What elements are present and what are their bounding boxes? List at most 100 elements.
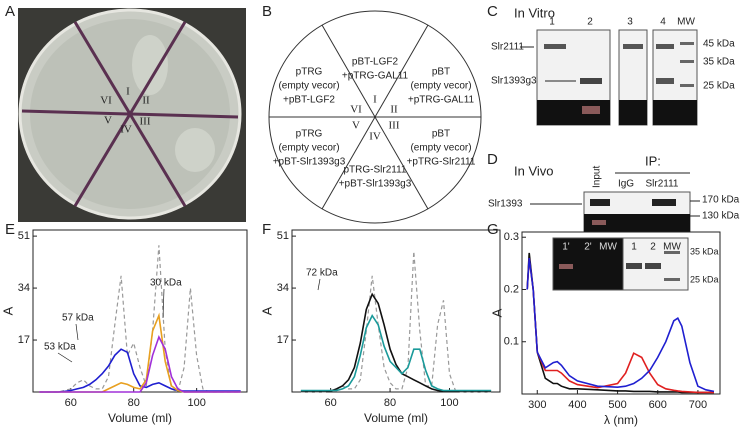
protein-label: Slr1393 [488, 199, 523, 210]
sector-label: +pBT-LGF2 [283, 95, 335, 106]
sector-label: +pTRG-GAL11 [342, 71, 409, 82]
y-tick-label: 51 [18, 230, 30, 242]
x-tick-label: 600 [649, 399, 667, 411]
series-line [526, 252, 714, 394]
sector-numeral: V [104, 115, 112, 127]
x-tick-label: 100 [187, 397, 205, 409]
sector-label: +pBT-Slr1393g3 [339, 179, 412, 190]
sector-numeral: III [140, 116, 151, 128]
y-tick-label: 34 [18, 282, 30, 294]
ip-label: IP: [645, 153, 661, 168]
sector-label: pTRG-Slr2111 [344, 165, 407, 176]
series-line [300, 313, 492, 392]
lane-label: MW [677, 17, 695, 28]
panel-label: F [262, 221, 271, 238]
y-tick-label: 17 [18, 334, 30, 346]
lane-label: 4 [660, 17, 666, 28]
panel-title: In Vivo [514, 163, 554, 178]
gel [583, 191, 691, 233]
lane-label: 2' [584, 242, 592, 253]
series-line [526, 257, 714, 394]
y-tick-label: 51 [277, 230, 289, 242]
x-tick-label: 60 [325, 397, 337, 409]
y-tick-label: 0.1 [504, 336, 519, 348]
marker-label: 35 kDa [703, 57, 735, 68]
y-tick-label: 17 [277, 334, 289, 346]
sector-label: pTRG [296, 129, 323, 140]
sector-label: +pTRG-GAL11 [408, 95, 475, 106]
sector-numeral: II [390, 104, 398, 116]
series-line [526, 257, 715, 393]
marker-label: 25 kDa [690, 274, 719, 284]
x-tick-label: 300 [528, 399, 546, 411]
annotation: 57 kDa [62, 313, 94, 324]
gel [536, 29, 698, 126]
plot-frame [521, 231, 721, 395]
x-axis-label: Volume (ml) [108, 411, 172, 425]
colony-streak [175, 128, 215, 172]
sector-numeral: VI [350, 104, 362, 116]
sector-label: +pBT-Slr1393g3 [273, 157, 346, 168]
colony-streak [132, 35, 168, 95]
sector-label: pBT-LGF2 [352, 57, 399, 68]
sector-label: (empty vecor) [410, 143, 471, 154]
lane-label: 1' [562, 242, 570, 253]
sector-label: +pTRG-Slr2111 [407, 157, 476, 168]
inset-gel [552, 237, 689, 291]
sector-label: (empty vecor) [278, 143, 339, 154]
y-axis-label: A [0, 306, 15, 315]
panel-label: C [487, 3, 498, 20]
panel-label: D [487, 151, 498, 168]
annotation: 30 kDa [150, 278, 182, 289]
y-tick-label: 34 [277, 282, 289, 294]
sector-numeral: IV [369, 131, 381, 143]
annotation-leader [57, 352, 73, 363]
x-tick-label: 100 [440, 397, 458, 409]
lane-label: Slr2111 [646, 179, 679, 190]
lane-label: 2 [650, 242, 656, 253]
lane-label: 1 [631, 242, 637, 253]
annotation-leader [75, 323, 79, 341]
marker-label: 170 kDa [702, 195, 740, 206]
sector-numeral: III [389, 120, 400, 132]
sector-numeral: IV [120, 124, 132, 136]
divider [21, 109, 239, 119]
x-tick-label: 700 [689, 399, 707, 411]
series-line [39, 334, 241, 393]
panel-label: G [487, 221, 499, 238]
x-tick-label: 80 [384, 397, 396, 409]
protein-label: Slr2111 [491, 42, 524, 53]
sector-numeral: II [142, 95, 150, 107]
lane-label: 1 [549, 17, 555, 28]
marker-label: 45 kDa [703, 39, 735, 50]
annotation: 72 kDa [306, 268, 338, 279]
marker-label: 25 kDa [703, 81, 735, 92]
y-tick-label: 0.3 [504, 231, 519, 243]
annotation-leader [162, 288, 165, 319]
x-tick-label: 60 [65, 397, 77, 409]
sector-numeral: V [352, 120, 360, 132]
sector-label: pTRG [296, 67, 323, 78]
lane-label: MW [663, 242, 681, 253]
x-tick-label: 80 [128, 397, 140, 409]
y-axis-label: A [259, 306, 274, 315]
lane-label: 2 [587, 17, 593, 28]
x-tick-label: 400 [568, 399, 586, 411]
lane-label: MW [599, 242, 617, 253]
sector-numeral: I [373, 94, 377, 106]
sector-label: pBT [432, 67, 450, 78]
lane-label: IgG [618, 179, 634, 190]
marker-label: 130 kDa [702, 211, 740, 222]
panel-label: E [5, 221, 15, 238]
series-line [300, 292, 492, 392]
marker-label: 35 kDa [690, 246, 719, 256]
lane-label: 3 [627, 17, 633, 28]
x-tick-label: 500 [608, 399, 626, 411]
sector-label: (empty vecor) [410, 81, 471, 92]
series-line [39, 348, 241, 393]
y-tick-label: 0.2 [504, 283, 519, 295]
plot-frame [291, 229, 501, 393]
annotation-leader [317, 278, 321, 291]
